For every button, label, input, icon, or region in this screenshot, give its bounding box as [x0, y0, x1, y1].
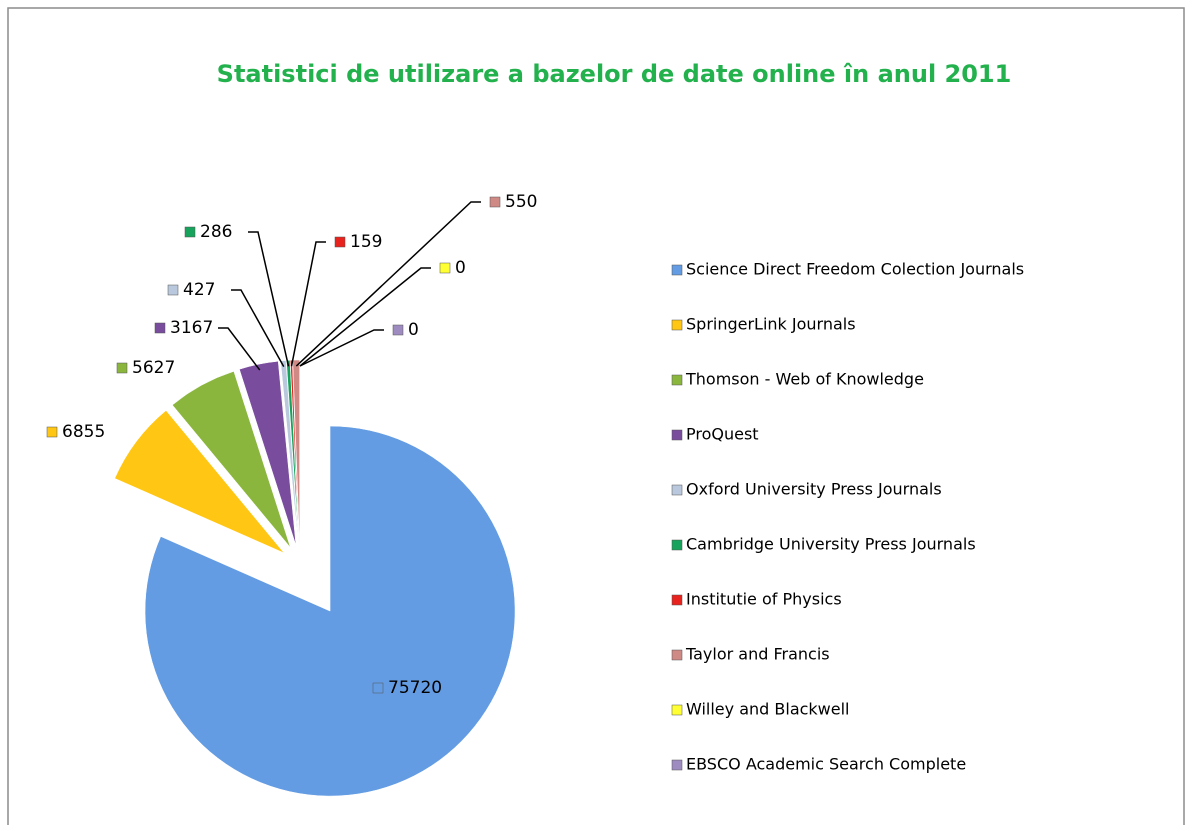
data-label: 0 — [455, 258, 466, 278]
data-label: 3167 — [170, 318, 213, 338]
legend-swatch — [671, 319, 683, 331]
label-swatch — [116, 362, 128, 374]
legend-label: Thomson - Web of Knowledge — [685, 370, 924, 389]
pie-slice — [114, 410, 285, 554]
label-swatch — [439, 262, 451, 274]
chart-title: Statistici de utilizare a bazelor de dat… — [217, 60, 1012, 88]
legend-label: Science Direct Freedom Colection Journal… — [686, 260, 1024, 279]
data-label: 427 — [183, 280, 215, 300]
label-swatch — [489, 196, 501, 208]
leader-line — [231, 289, 285, 368]
label-swatch — [392, 324, 404, 336]
data-label: 5627 — [132, 358, 175, 378]
data-label: 159 — [350, 232, 382, 252]
legend-label: Oxford University Press Journals — [686, 480, 942, 499]
legend-swatch — [671, 649, 683, 661]
pie-slice — [239, 360, 297, 546]
label-swatch — [372, 682, 384, 694]
chart-border — [7, 7, 1185, 829]
legend-label: EBSCO Academic Search Complete — [686, 755, 966, 774]
legend-swatch — [671, 539, 683, 551]
pie-slice — [172, 371, 291, 548]
pie-slice — [144, 425, 516, 797]
legend-label: Cambridge University Press Journals — [686, 535, 976, 554]
legend-swatch — [671, 264, 683, 276]
leader-line — [290, 241, 326, 367]
data-label: 550 — [505, 192, 537, 212]
legend-swatch — [671, 759, 683, 771]
label-swatch — [154, 322, 166, 334]
label-swatch — [167, 284, 179, 296]
legend-label: Willey and Blackwell — [686, 700, 850, 719]
legend-swatch — [671, 374, 683, 386]
data-label: 286 — [200, 222, 232, 242]
legend-swatch — [671, 484, 683, 496]
pie-slice — [286, 359, 300, 546]
legend-swatch — [671, 429, 683, 441]
data-label: 75720 — [388, 678, 442, 698]
leader-line — [218, 327, 261, 371]
label-swatch — [334, 236, 346, 248]
legend-swatch — [671, 594, 683, 606]
legend-label: Taylor and Francis — [685, 645, 830, 664]
leader-line — [299, 329, 384, 367]
legend-swatch — [671, 704, 683, 716]
data-label: 6855 — [62, 422, 105, 442]
legend-label: SpringerLink Journals — [686, 315, 856, 334]
leader-line — [295, 201, 481, 367]
leader-line — [299, 267, 431, 367]
legend-label: ProQuest — [686, 425, 759, 444]
label-swatch — [46, 426, 58, 438]
data-label: 0 — [408, 320, 419, 340]
leader-line — [248, 231, 290, 367]
legend-label: Institutie of Physics — [686, 590, 842, 609]
label-swatch — [184, 226, 196, 238]
